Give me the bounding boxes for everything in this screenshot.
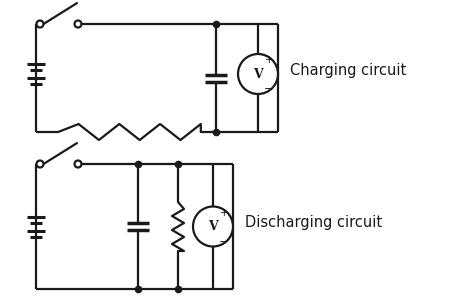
Text: −: − (264, 84, 273, 94)
Text: +: + (264, 55, 273, 65)
Circle shape (238, 54, 278, 94)
Circle shape (74, 161, 82, 168)
Text: +: + (219, 208, 228, 217)
Circle shape (74, 21, 82, 28)
Circle shape (193, 207, 233, 247)
Text: Charging circuit: Charging circuit (290, 63, 406, 77)
Text: V: V (208, 220, 218, 233)
Circle shape (36, 21, 44, 28)
Text: −: − (219, 236, 228, 247)
Text: Discharging circuit: Discharging circuit (245, 215, 382, 230)
Circle shape (36, 161, 44, 168)
Text: V: V (253, 68, 263, 80)
